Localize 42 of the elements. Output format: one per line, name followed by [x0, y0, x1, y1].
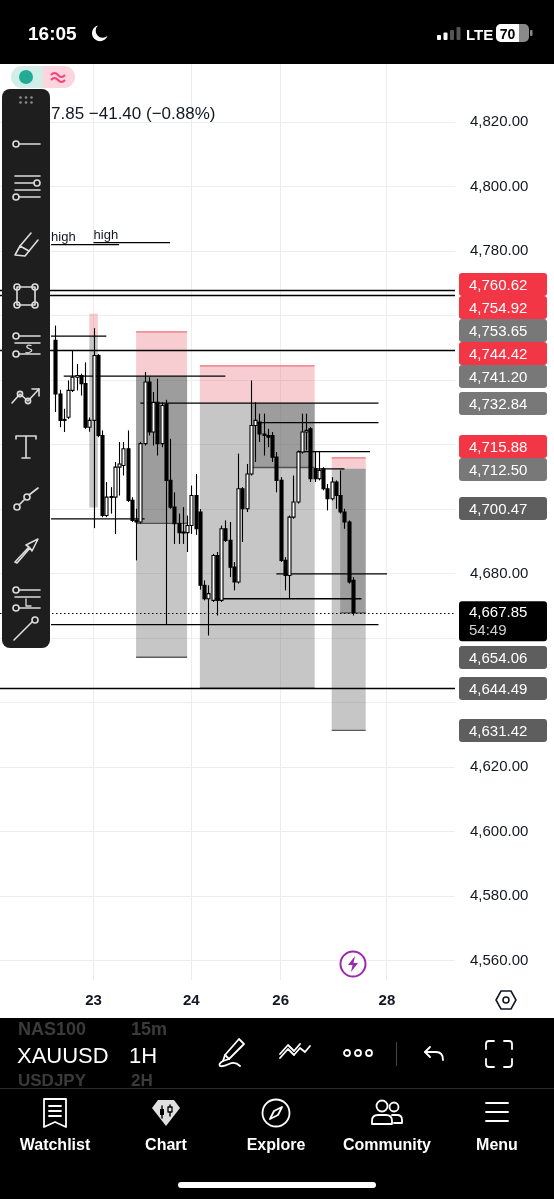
- text: 4,644.49: [459, 676, 547, 700]
- text: Community: [342, 1136, 432, 1154]
- text: USDJPY: [18, 1071, 87, 1091]
- text: 4,654.06: [459, 645, 547, 669]
- ref-line-label: 4,667.85: [469, 603, 528, 621]
- annotation: 7.85 −41.40 (−0.88%): [51, 104, 216, 124]
- text: XAUUSD: [17, 1043, 109, 1069]
- text: 4,753.65: [459, 318, 547, 342]
- y-tick-label: 4,620.00: [470, 757, 529, 775]
- y-tick-label: 4,680.00: [470, 563, 529, 581]
- y-tick-label: 4,580.00: [470, 886, 529, 904]
- text: Chart: [144, 1136, 188, 1154]
- x-tick-label: 26: [272, 991, 289, 1009]
- text: 15m: [131, 1019, 168, 1040]
- text: 2H: [131, 1071, 153, 1091]
- text: 4,754.92: [459, 295, 547, 319]
- text: Explore: [245, 1136, 307, 1154]
- y-tick-label: 4,560.00: [470, 950, 529, 968]
- text: NAS100: [18, 1019, 87, 1040]
- text: LTE: [466, 26, 494, 43]
- x-tick-label: 28: [378, 991, 396, 1009]
- x-tick-label: 23: [85, 991, 102, 1009]
- text: 4,715.88: [459, 434, 547, 458]
- text: 4,741.20: [459, 364, 547, 388]
- text: 1H: [129, 1043, 158, 1069]
- text: 4,712.50: [459, 457, 547, 481]
- y-tick-label: 4,820.00: [470, 112, 529, 130]
- text: 4,760.62: [459, 272, 547, 296]
- text: Watchlist: [18, 1136, 92, 1154]
- y-tick-label: 4,600.00: [470, 821, 529, 839]
- text: 16:05: [28, 23, 77, 45]
- text: 4,631.42: [459, 718, 547, 742]
- y-tick-label: 4,780.00: [470, 241, 529, 259]
- text: Menu: [475, 1136, 519, 1154]
- text: 4,732.84: [459, 391, 547, 415]
- text: 4,700.47: [459, 496, 547, 520]
- text: 4,744.42: [459, 341, 547, 365]
- x-tick-label: 24: [183, 991, 201, 1009]
- text: 54:49: [469, 620, 507, 638]
- annotation: high: [93, 226, 119, 242]
- y-tick-label: 4,800.00: [470, 176, 529, 194]
- annotation: high: [51, 228, 76, 244]
